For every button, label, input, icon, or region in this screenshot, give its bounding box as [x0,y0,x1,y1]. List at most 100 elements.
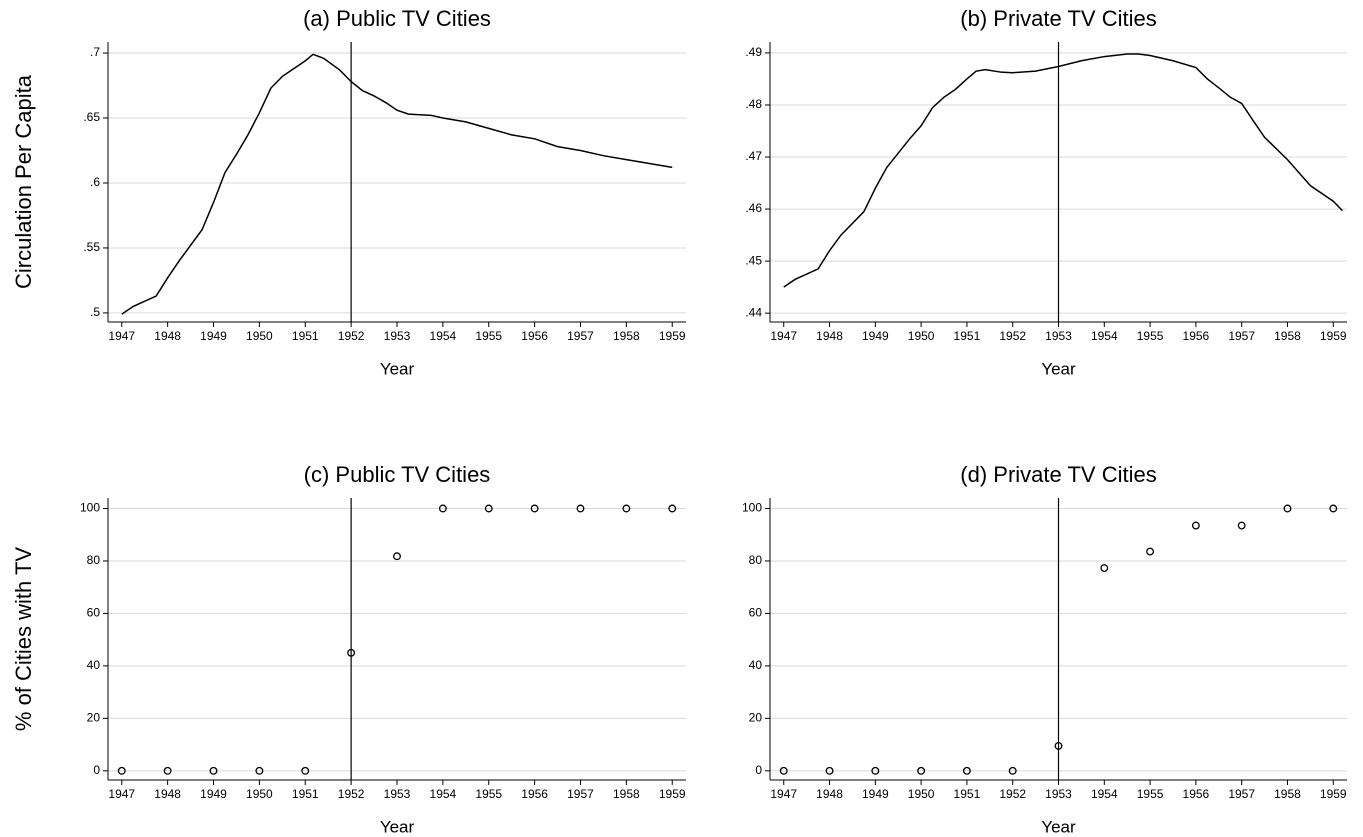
x-tick-label: 1958 [1274,787,1301,801]
y-tick-label: .48 [745,97,762,111]
y-tick-label: 0 [93,763,100,777]
x-tick-label: 1947 [108,787,135,801]
y-tick-label: 100 [742,501,762,515]
y-tick-label: 100 [80,501,100,515]
x-tick-label: 1956 [1183,329,1210,343]
data-point [871,766,880,775]
x-axis-label: Year [380,359,415,378]
x-tick-label: 1951 [292,329,319,343]
x-tick-label: 1955 [475,329,502,343]
x-tick-label: 1950 [908,329,935,343]
x-axis-label: Year [1041,817,1076,836]
x-tick-label: 1959 [659,329,686,343]
data-point [962,766,971,775]
panel-title: (c) Public TV Cities [304,462,491,487]
y-tick-label: .55 [83,240,100,254]
panel-title: (a) Public TV Cities [303,6,491,31]
data-point [1100,564,1109,572]
y-axis-label: Circulation Per Capita [11,74,36,289]
x-tick-label: 1952 [999,329,1026,343]
y-tick-label: 80 [749,553,763,567]
x-tick-label: 1948 [816,787,843,801]
y-tick-label: .65 [83,110,100,124]
x-tick-label: 1956 [1183,787,1210,801]
x-tick-label: 1959 [1320,787,1347,801]
x-tick-label: 1957 [1228,329,1255,343]
y-tick-label: 40 [749,658,763,672]
x-tick-label: 1953 [1045,787,1072,801]
x-tick-label: 1955 [1137,329,1164,343]
data-point [1008,766,1017,775]
y-tick-label: 60 [87,606,101,620]
y-tick-label: .45 [745,253,762,267]
x-tick-label: 1949 [200,787,227,801]
data-point [1329,504,1338,513]
x-tick-label: 1949 [862,787,889,801]
data-line [783,53,1343,288]
x-tick-label: 1957 [567,787,594,801]
x-tick-label: 1953 [384,329,411,343]
data-point [917,766,926,775]
data-point [1054,741,1063,750]
data-point [576,504,585,513]
data-point [1237,521,1246,530]
data-point [1191,521,1200,530]
data-point [779,766,788,775]
data-line [121,53,673,315]
x-tick-label: 1954 [430,329,457,343]
x-tick-label: 1952 [338,329,365,343]
x-tick-label: 1951 [954,787,981,801]
data-point [1146,547,1155,556]
x-axis-label: Year [380,817,415,836]
y-tick-label: .7 [90,45,100,59]
data-point [825,766,834,775]
x-tick-label: 1955 [475,787,502,801]
x-tick-label: 1951 [954,329,981,343]
y-tick-label: 0 [755,763,762,777]
x-tick-label: 1957 [567,329,594,343]
x-tick-label: 1954 [1091,329,1118,343]
y-tick-label: .49 [745,45,762,59]
panel-title: (d) Private TV Cities [960,462,1156,487]
data-point [622,504,631,513]
x-tick-label: 1952 [338,787,365,801]
x-tick-label: 1949 [200,329,227,343]
x-tick-label: 1958 [613,787,640,801]
x-tick-label: 1956 [521,787,548,801]
data-point [668,504,677,513]
y-tick-label: 80 [87,553,101,567]
y-tick-label: .46 [745,201,762,215]
x-tick-label: 1952 [999,787,1026,801]
data-point [1283,504,1292,513]
x-tick-label: 1950 [246,329,273,343]
data-point [301,766,310,775]
y-axis-label: % of Cities with TV [11,547,36,732]
x-tick-label: 1951 [292,787,319,801]
data-point [163,766,172,775]
y-tick-label: .47 [745,149,762,163]
y-tick-label: 20 [749,711,763,725]
x-tick-label: 1958 [613,329,640,343]
y-tick-label: .5 [90,305,100,319]
x-tick-label: 1953 [384,787,411,801]
x-tick-label: 1947 [108,329,135,343]
x-tick-label: 1956 [521,329,548,343]
data-point [438,504,447,513]
panel-title: (b) Private TV Cities [960,6,1156,31]
x-tick-label: 1950 [246,787,273,801]
x-tick-label: 1958 [1274,329,1301,343]
data-point [255,766,264,775]
x-tick-label: 1954 [1091,787,1118,801]
x-tick-label: 1948 [154,787,181,801]
x-tick-label: 1950 [908,787,935,801]
x-tick-label: 1947 [770,329,797,343]
x-tick-label: 1959 [1320,329,1347,343]
x-tick-label: 1955 [1137,787,1164,801]
x-tick-label: 1953 [1045,329,1072,343]
y-tick-label: .6 [90,175,100,189]
y-tick-label: 20 [87,711,101,725]
x-tick-label: 1948 [816,329,843,343]
x-tick-label: 1949 [862,329,889,343]
data-point [530,504,539,513]
x-axis-label: Year [1041,359,1076,378]
